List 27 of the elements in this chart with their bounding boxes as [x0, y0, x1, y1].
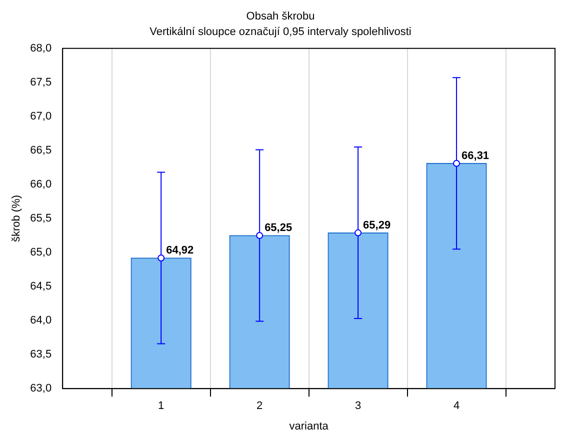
point	[453, 160, 460, 167]
y-axis-title: škrob (%)	[10, 194, 23, 242]
y-tick-label: 63,0	[30, 382, 52, 395]
chart-subtitle: Vertikální sloupce označují 0,95 intervaly spolehlivosti	[150, 26, 412, 38]
x-tick-label: 3	[354, 400, 362, 412]
y-tick-label: 65,5	[30, 212, 52, 225]
y-tick-label: 67,0	[30, 110, 52, 122]
x-tick-label: 2	[256, 400, 263, 412]
y-tick-label: 66,5	[30, 144, 52, 156]
x-axis-title: varianta	[289, 420, 330, 432]
data-label: 64,92	[166, 244, 194, 256]
chart-title: Obsah škrobu	[246, 10, 315, 23]
x-tick-label: 4	[453, 400, 460, 412]
data-label: 65,29	[363, 219, 391, 232]
point	[256, 232, 264, 240]
point	[158, 254, 165, 262]
y-tick-label: 63,5	[30, 348, 52, 361]
y-tick-label: 64,0	[30, 314, 52, 327]
data-label: 66,31	[462, 150, 490, 162]
point	[354, 229, 362, 236]
y-tick-label: 66,0	[30, 178, 52, 191]
y-tick-label: 65,0	[30, 246, 52, 259]
data-label: 65,25	[264, 222, 292, 234]
y-tick-label: 64,5	[30, 280, 52, 293]
y-tick-label: 68,0	[30, 42, 52, 54]
x-tick-label: 1	[158, 400, 164, 412]
y-tick-label: 67,5	[30, 76, 52, 88]
